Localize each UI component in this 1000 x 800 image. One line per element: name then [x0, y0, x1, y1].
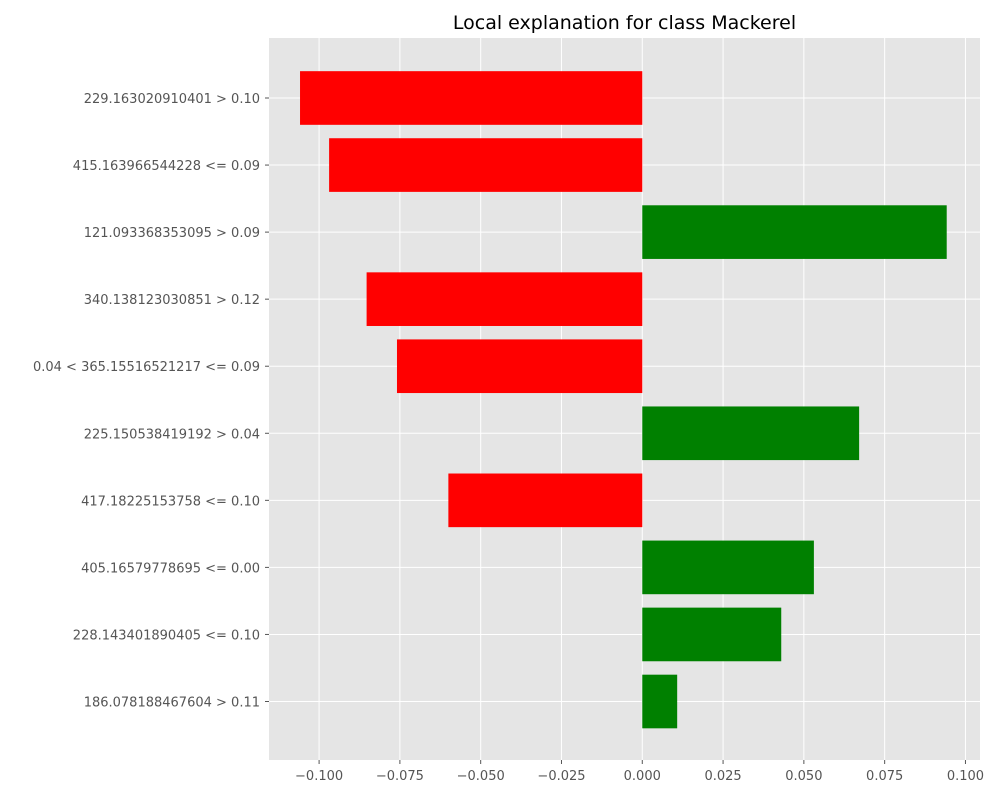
bar — [642, 205, 947, 259]
x-tick-label: 0.000 — [624, 769, 661, 784]
bar — [642, 406, 860, 461]
bar — [642, 607, 782, 662]
chart-title: Local explanation for class Mackerel — [453, 12, 796, 34]
y-tick-label: 229.163020910401 > 0.10 — [84, 92, 260, 107]
y-tick-label: 415.163966544228 <= 0.09 — [73, 159, 260, 174]
y-tick-label: 417.18225153758 <= 0.10 — [81, 494, 260, 509]
bar — [642, 674, 678, 729]
y-tick-label: 186.078188467604 > 0.11 — [84, 696, 260, 711]
x-tick-labels: −0.100 −0.075 −0.050 −0.025 0.000 0.025 0.050 0… — [295, 769, 984, 784]
x-tick-label: 0.025 — [704, 769, 741, 784]
x-tick-label: −0.025 — [537, 769, 585, 784]
bar — [329, 138, 643, 192]
x-tick-label: −0.075 — [376, 769, 424, 784]
x-tick-label: 0.050 — [785, 769, 822, 784]
y-tick-labels: 229.163020910401 > 0.10 415.163966544228 … — [33, 92, 260, 711]
bars — [300, 71, 947, 729]
bar — [396, 339, 643, 394]
bar — [366, 272, 643, 326]
x-tick-label: 0.075 — [866, 769, 903, 784]
bar — [300, 71, 643, 125]
x-tick-label: −0.050 — [457, 769, 505, 784]
x-tick-label: −0.100 — [295, 769, 343, 784]
y-tick-label: 405.16579778695 <= 0.00 — [81, 561, 260, 576]
y-tick-label: 225.150538419192 > 0.04 — [84, 427, 260, 442]
y-tick-label: 340.138123030851 > 0.12 — [84, 293, 260, 308]
y-tick-label: 121.093368353095 > 0.09 — [84, 226, 260, 241]
x-tick-label: 0.100 — [947, 769, 984, 784]
bar — [448, 473, 643, 528]
y-tick-label: 228.143401890405 <= 0.10 — [73, 628, 260, 643]
y-tick-label: 0.04 < 365.15516521217 <= 0.09 — [33, 360, 260, 375]
bar — [642, 540, 814, 595]
